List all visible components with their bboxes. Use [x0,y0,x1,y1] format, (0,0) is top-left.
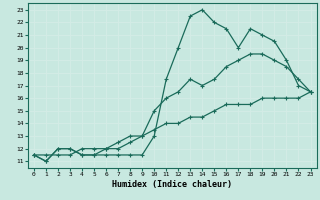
X-axis label: Humidex (Indice chaleur): Humidex (Indice chaleur) [112,180,232,189]
